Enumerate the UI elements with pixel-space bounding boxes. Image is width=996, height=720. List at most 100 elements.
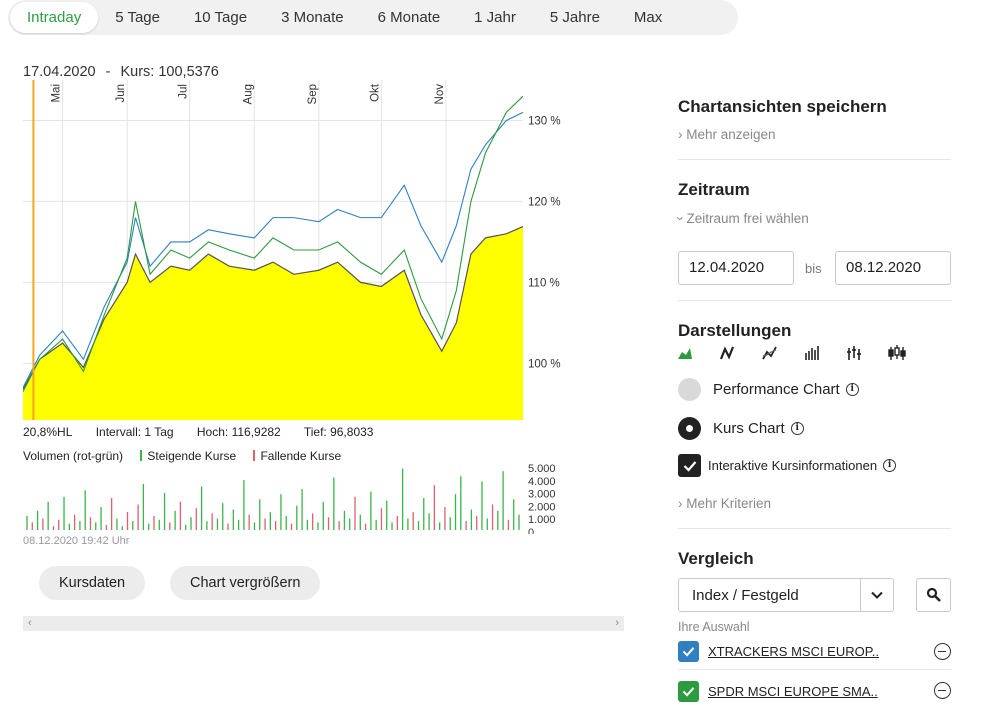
period-tabs: Intraday 5 Tage 10 Tage 3 Monate 6 Monat… (8, 0, 738, 35)
tab-1-jahr[interactable]: 1 Jahr (474, 9, 516, 26)
date-to-field[interactable]: 08.12.2020 (835, 251, 951, 285)
x-tick-label: Jul (178, 84, 190, 99)
chart-type-switcher (678, 344, 930, 362)
chevron-right-icon: › (678, 127, 687, 142)
volume-tick-label: 3.000 (528, 489, 556, 501)
line-chart-icon[interactable] (720, 344, 762, 362)
stat-range-percent: 20,8%HL (23, 425, 73, 439)
checkbox-checked-icon (678, 454, 701, 477)
candlestick-icon[interactable] (888, 344, 930, 362)
price-chart[interactable]: Mai Jun Jul Aug Sep Okt Nov 100 % 110 % 120 % 130 … (23, 80, 573, 422)
tab-5-jahre[interactable]: 5 Jahre (549, 9, 600, 26)
search-icon (926, 587, 941, 602)
show-more-link[interactable]: › Mehr anzeigen (678, 127, 776, 142)
cursor-price: Kurs: 100,5376 (120, 64, 219, 80)
stat-interval: Intervall: 1 Tag (95, 425, 174, 439)
checkbox-checked-icon[interactable] (678, 680, 699, 702)
tab-5-tage[interactable]: 5 Tage (115, 9, 160, 26)
kursdaten-button[interactable]: Kursdaten (39, 566, 146, 600)
bis-label: bis (805, 261, 822, 276)
hilo-bars-icon[interactable] (846, 344, 888, 362)
info-icon[interactable]: i (790, 422, 804, 435)
volume-tick-label: 2.000 (528, 501, 556, 513)
ihre-auswahl-label: Ihre Auswahl (678, 620, 750, 634)
checkbox-interactive-info[interactable]: Interaktive Kursinformationen i (678, 454, 897, 477)
chevron-down-icon[interactable] (860, 579, 894, 611)
select-separator (860, 579, 861, 611)
volume-tick-label: 5.000 (528, 463, 556, 475)
divider (678, 159, 951, 160)
comparison-select-value: Index / Festgeld (692, 587, 799, 604)
comparison-select[interactable]: Index / Festgeld (678, 578, 894, 612)
more-criteria-label: Mehr Kriterien (686, 496, 772, 511)
cursor-date: 17.04.2020 (23, 64, 96, 80)
cursor-separator: - (105, 64, 111, 80)
info-icon[interactable]: i (883, 459, 897, 472)
scroll-right-icon[interactable]: › (615, 617, 619, 629)
remove-icon[interactable] (934, 643, 951, 660)
zeitraum-free-label: Zeitraum frei wählen (686, 211, 809, 226)
volume-tick-label: 1.000 (528, 514, 556, 526)
stat-low: Tief: 96,8033 (303, 425, 374, 439)
checkbox-interactive-label: Interaktive Kursinformationen (708, 458, 878, 473)
chart-enlarge-button[interactable]: Chart vergrößern (170, 566, 321, 600)
remove-icon[interactable] (934, 682, 951, 699)
volume-tick-label: 4.000 (528, 476, 556, 488)
x-tick-label: Jun (115, 84, 127, 103)
zeitraum-free-link[interactable]: ›Zeitraum frei wählen (673, 211, 809, 226)
volume-label: Volumen (rot-grün) (23, 449, 124, 463)
volume-legend: Volumen (rot-grün) Steigende Kurse Falle… (23, 449, 341, 463)
selection-name[interactable]: XTRACKERS MSCI EUROP.. (708, 644, 879, 659)
date-from-field[interactable]: 12.04.2020 (678, 251, 794, 285)
radio-kurs-chart[interactable]: Kurs Chart i (678, 417, 804, 440)
dual-line-icon[interactable] (762, 344, 804, 362)
tab-3-monate[interactable]: 3 Monate (281, 9, 344, 26)
area-chart-icon[interactable] (678, 344, 720, 362)
ohlc-bars-icon[interactable] (804, 344, 846, 362)
legend-up: Steigende Kurse (147, 449, 237, 463)
radio-performance-chart[interactable]: Performance Chart i (678, 378, 859, 401)
legend-down: Fallende Kurse (260, 449, 342, 463)
price-line (23, 225, 524, 390)
y-tick-label: 130 % (528, 115, 561, 127)
y-tick-label: 100 % (528, 358, 561, 370)
radio-performance-label: Performance Chart (713, 381, 840, 398)
radio-selected-icon (678, 417, 701, 440)
chevron-down-icon: › (672, 216, 688, 221)
x-tick-label: Sep (307, 84, 319, 104)
x-tick-label: Aug (242, 84, 254, 104)
volume-tick-label: 0 (528, 527, 534, 534)
stat-high: Hoch: 116,9282 (196, 425, 281, 439)
y-tick-label: 110 % (528, 277, 560, 289)
down-marker-icon (253, 450, 256, 461)
chart-cursor-readout: 17.04.2020 - Kurs: 100,5376 (23, 64, 219, 80)
x-tick-label: Nov (434, 84, 446, 105)
search-button[interactable] (916, 578, 951, 612)
divider (678, 300, 951, 301)
tab-max[interactable]: Max (633, 9, 663, 26)
chart-timestamp: 08.12.2020 19:42 Uhr (23, 535, 130, 547)
save-views-title: Chartansichten speichern (678, 97, 887, 116)
more-criteria-link[interactable]: › Mehr Kriterien (678, 496, 771, 511)
info-icon[interactable]: i (845, 383, 859, 396)
tab-6-monate[interactable]: 6 Monate (377, 9, 441, 26)
zeitraum-title: Zeitraum (678, 180, 750, 199)
radio-unselected-icon (678, 378, 701, 401)
selection-row: XTRACKERS MSCI EUROP.. (678, 634, 951, 670)
radio-kurs-label: Kurs Chart (713, 420, 785, 437)
comparison-line-green (23, 95, 524, 392)
selection-name[interactable]: SPDR MSCI EUROPE SMA.. (708, 683, 878, 699)
comparison-line-blue (23, 111, 524, 388)
chevron-right-icon: › (678, 496, 687, 511)
scroll-left-icon[interactable]: ‹ (28, 617, 32, 629)
vergleich-title: Vergleich (678, 549, 754, 568)
selection-row: SPDR MSCI EUROPE SMA.. (678, 673, 951, 709)
tab-intraday[interactable]: Intraday (10, 2, 99, 33)
tab-10-tage[interactable]: 10 Tage (193, 9, 248, 26)
divider (678, 528, 951, 529)
up-marker-icon (140, 450, 143, 461)
horizontal-scrollbar[interactable]: ‹ › (23, 616, 624, 631)
checkbox-checked-icon[interactable] (678, 641, 699, 662)
x-tick-label: Okt (369, 83, 381, 102)
